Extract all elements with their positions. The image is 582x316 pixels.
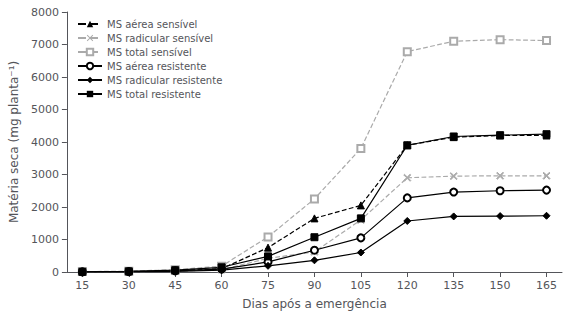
- svg-text:15: 15: [75, 279, 89, 292]
- svg-text:Matéria seca (mg planta⁻¹): Matéria seca (mg planta⁻¹): [7, 61, 21, 223]
- svg-text:2000: 2000: [31, 201, 59, 214]
- svg-text:MS total sensível: MS total sensível: [107, 47, 192, 58]
- svg-text:6000: 6000: [31, 71, 59, 84]
- svg-text:MS aérea sensível: MS aérea sensível: [107, 19, 197, 30]
- svg-text:0: 0: [52, 266, 59, 279]
- svg-text:MS radicular sensível: MS radicular sensível: [107, 33, 213, 44]
- svg-text:Dias após a emergência: Dias após a emergência: [242, 297, 387, 311]
- svg-text:105: 105: [350, 279, 371, 292]
- svg-text:60: 60: [215, 279, 229, 292]
- svg-text:MS radicular resistente: MS radicular resistente: [107, 75, 222, 86]
- svg-text:165: 165: [536, 279, 557, 292]
- svg-text:135: 135: [443, 279, 464, 292]
- svg-text:3000: 3000: [31, 168, 59, 181]
- svg-text:MS total resistente: MS total resistente: [107, 89, 201, 100]
- svg-text:90: 90: [307, 279, 321, 292]
- svg-text:45: 45: [168, 279, 182, 292]
- svg-text:1000: 1000: [31, 233, 59, 246]
- svg-text:150: 150: [490, 279, 511, 292]
- svg-text:8000: 8000: [31, 6, 59, 19]
- svg-text:75: 75: [261, 279, 275, 292]
- svg-text:30: 30: [122, 279, 136, 292]
- svg-text:4000: 4000: [31, 136, 59, 149]
- svg-text:MS aérea resistente: MS aérea resistente: [107, 61, 207, 72]
- svg-text:7000: 7000: [31, 38, 59, 51]
- svg-text:120: 120: [397, 279, 418, 292]
- svg-text:5000: 5000: [31, 103, 59, 116]
